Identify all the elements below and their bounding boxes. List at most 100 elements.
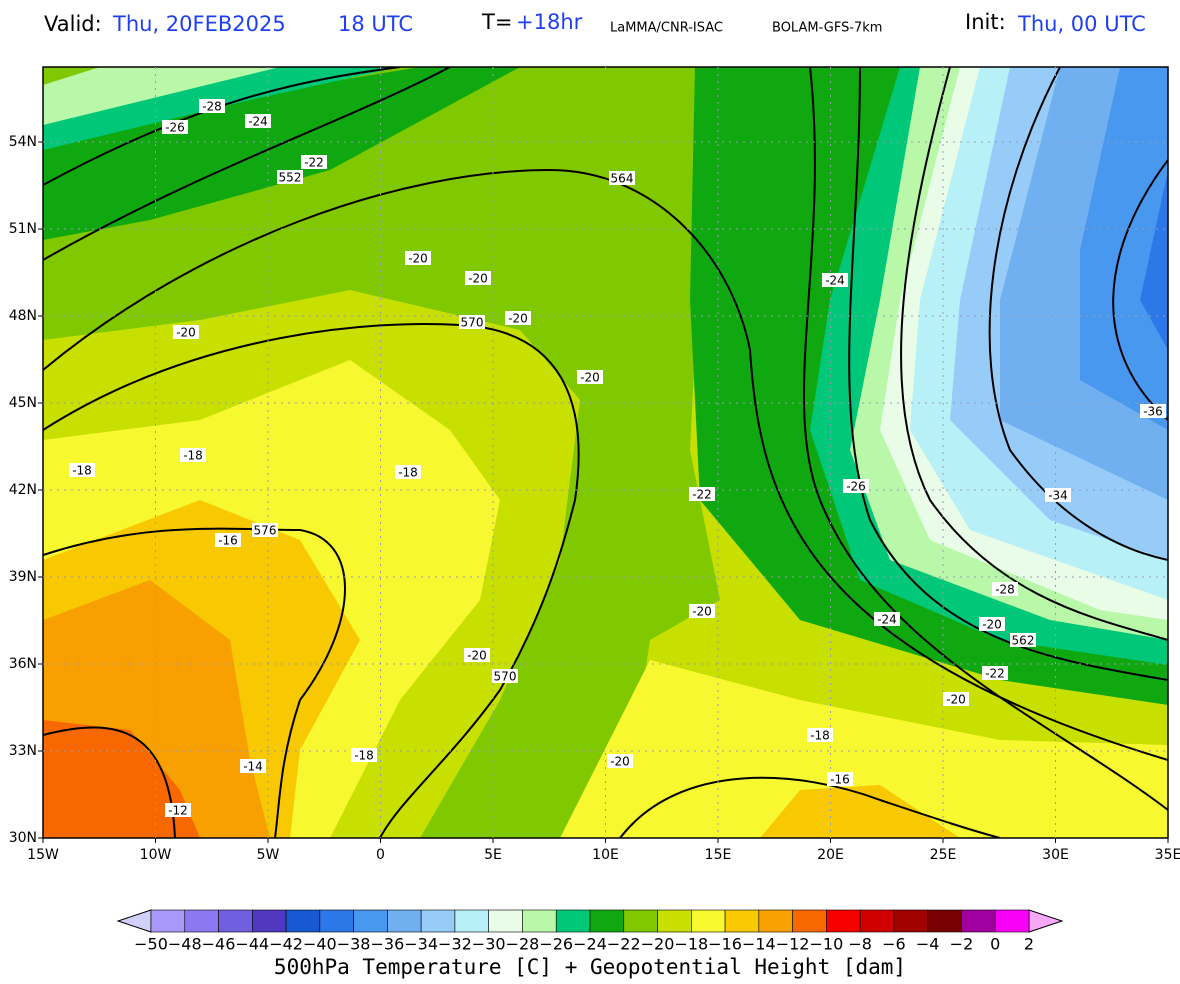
contour-label: 570 (461, 316, 484, 330)
colorbar-end (1028, 909, 1064, 933)
contour-label: 552 (279, 171, 302, 185)
contour-label-bg (395, 465, 421, 479)
contour-label-bg (607, 754, 633, 768)
source: LaMMA/CNR-ISAC (610, 21, 723, 36)
colorbar-box (724, 909, 760, 933)
contour-label-bg (465, 271, 491, 285)
colorbar-label: −20 (641, 935, 675, 954)
colorbar-box (758, 909, 793, 933)
contour-label-bg (173, 325, 199, 339)
contour-label-bg (464, 648, 490, 662)
colorbar-box (555, 909, 591, 933)
colorbar-label: −16 (708, 935, 742, 954)
contour-label-bg (689, 604, 715, 618)
lat-label: 36N (9, 656, 37, 672)
contour-label: -14 (243, 760, 263, 774)
contour-label: -28 (995, 583, 1015, 597)
colorbar-box (353, 909, 388, 933)
colorbar-box (218, 909, 253, 933)
contour-label: -22 (985, 667, 1005, 681)
colorbar-label: −34 (404, 935, 438, 954)
colorbar-box (252, 909, 287, 933)
lead-label: T= (481, 10, 512, 34)
contour-label: -34 (1048, 489, 1068, 503)
colorbar-label: 0 (990, 935, 1000, 954)
contour-label: -20 (946, 693, 966, 707)
lon-label: 30E (1042, 847, 1069, 863)
colorbar-label: −22 (607, 935, 641, 954)
contour-label: -20 (610, 755, 630, 769)
colorbar-label: −36 (371, 935, 405, 954)
contour-label-bg (245, 114, 271, 128)
contour-label-bg (992, 582, 1018, 596)
contour-label: -18 (183, 449, 203, 463)
colorbar-label: −18 (674, 935, 708, 954)
colorbar-label: −32 (438, 935, 472, 954)
contour-label-bg (405, 251, 431, 265)
lon-label: 35E (1155, 847, 1180, 863)
contour-label: -20 (982, 618, 1002, 632)
valid-date: Thu, 20FEB2025 (112, 12, 286, 36)
contour-label-bg (827, 772, 853, 786)
colorbar-box (420, 909, 456, 933)
colorbar-box (994, 909, 1030, 933)
init: Thu, 00 UTC (1017, 12, 1146, 36)
contour-label-bg (277, 170, 303, 184)
colorbar-label: −46 (202, 935, 236, 954)
lat-label: 39N (9, 569, 37, 585)
map-fill (43, 67, 1168, 838)
colorbar-box (792, 909, 827, 933)
contour-label: -22 (692, 488, 712, 502)
lon-label: 15E (705, 847, 732, 863)
contour-label-bg (162, 120, 188, 134)
contour-label: -20 (467, 649, 487, 663)
contour-label: 570 (494, 670, 517, 684)
contour-label-bg (505, 311, 531, 325)
colorbar-box (961, 909, 996, 933)
colorbar-label: −40 (303, 935, 337, 954)
colorbar-label: −38 (337, 935, 371, 954)
contour-label-bg (1140, 404, 1166, 418)
contour-label-bg (807, 728, 833, 742)
contour-label: -18 (354, 749, 374, 763)
lat-label: 42N (9, 482, 37, 498)
contour-label-bg (252, 523, 278, 537)
contour-label: -28 (202, 100, 222, 114)
contour-label-bg (351, 748, 377, 762)
lon-label: 10E (592, 847, 619, 863)
contour-label: -20 (692, 605, 712, 619)
lead: +18hr (516, 10, 583, 34)
lat-label: 48N (9, 308, 37, 324)
colorbar-box (691, 909, 726, 933)
colorbar-box (623, 909, 658, 933)
contour-label-bg (822, 273, 848, 287)
contour-label: 576 (254, 524, 277, 538)
colorbar-box (927, 909, 962, 933)
contour-label: -24 (825, 274, 845, 288)
contour-label: -24 (248, 115, 268, 129)
contour-label-bg (69, 463, 95, 477)
lon-label: 0 (376, 847, 385, 863)
colorbar-end (116, 909, 152, 933)
contour-label: -16 (218, 534, 238, 548)
lon-label: 25E (930, 847, 957, 863)
colorbar-label: −28 (506, 935, 540, 954)
contour-label-bg (577, 370, 603, 384)
contour-label-bg (180, 448, 206, 462)
contour-label: -20 (176, 326, 196, 340)
contour-label-bg (689, 487, 715, 501)
contour-label: -20 (408, 252, 428, 266)
contour-label-bg (240, 759, 266, 773)
colorbar-box (488, 909, 523, 933)
colorbar-label: −6 (882, 935, 906, 954)
colorbar-box (589, 909, 625, 933)
init-label: Init: (965, 10, 1006, 34)
contour-label-bg (492, 669, 518, 683)
colorbar-label: 2 (1024, 935, 1034, 954)
colorbar-label: −48 (168, 935, 202, 954)
colorbar-label: −26 (539, 935, 573, 954)
contour-label-bg (943, 692, 969, 706)
contour-label-bg (609, 171, 635, 185)
contour-label-bg (982, 666, 1008, 680)
